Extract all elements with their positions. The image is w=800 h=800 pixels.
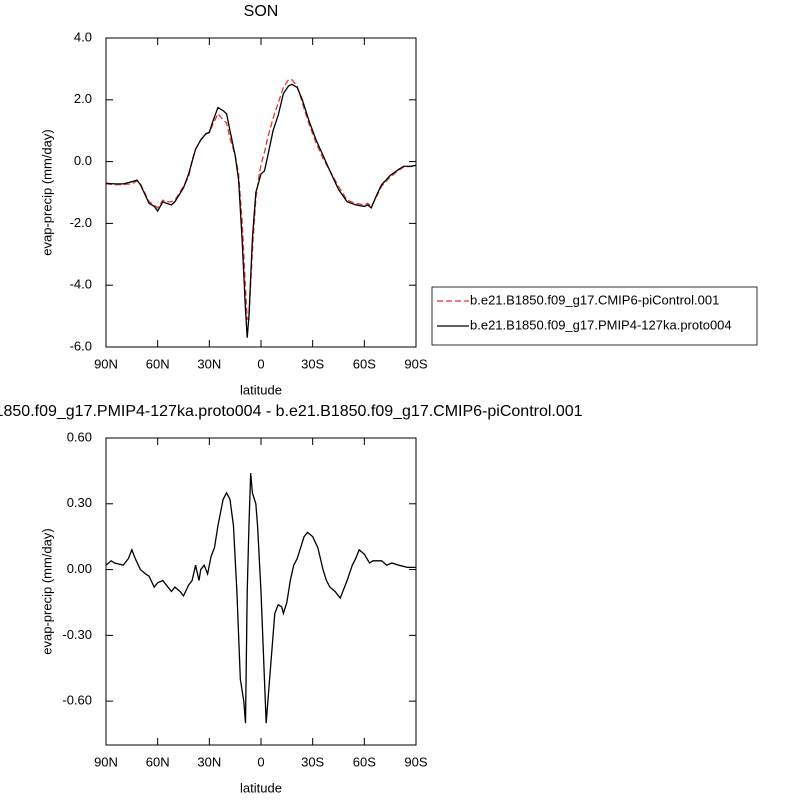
data-line: [105, 83, 417, 338]
x-tick-label: 60S: [353, 754, 376, 769]
x-tick-label: 90S: [404, 754, 427, 769]
y-tick-label: 0.00: [67, 561, 92, 576]
x-tick-label: 30S: [301, 356, 324, 371]
x-tick-label: 60N: [146, 356, 170, 371]
y-tick-label: 2.0: [74, 91, 92, 106]
chart-title: b.e21.B1850.f09_g17.PMIP4-127ka.proto004…: [0, 403, 583, 420]
plot-frame: [105, 37, 417, 348]
legend-box: [431, 286, 758, 346]
y-axis-label: evap-precip (mm/day): [39, 528, 54, 654]
y-axis-label: evap-precip (mm/day): [39, 129, 54, 255]
x-tick-label: 30N: [197, 754, 221, 769]
y-tick-label: -0.60: [62, 693, 92, 708]
legend-label: b.e21.B1850.f09_g17.PMIP4-127ka.proto004: [470, 317, 732, 332]
y-tick-label: -6.0: [70, 338, 92, 353]
legend-label: b.e21.B1850.f09_g17.CMIP6-piControl.001: [470, 292, 719, 307]
y-tick-label: 0.60: [67, 429, 92, 444]
y-tick-label: 0.30: [67, 495, 92, 510]
x-axis-label: latitude: [240, 382, 282, 397]
chart-title: SON: [244, 3, 279, 20]
x-tick-label: 60S: [353, 356, 376, 371]
y-tick-label: 4.0: [74, 29, 92, 44]
x-tick-label: 30N: [197, 356, 221, 371]
x-axis-label: latitude: [240, 780, 282, 795]
x-tick-label: 0: [257, 356, 264, 371]
y-tick-label: -0.30: [62, 627, 92, 642]
y-tick-label: -2.0: [70, 215, 92, 230]
x-tick-label: 30S: [301, 754, 324, 769]
x-tick-label: 60N: [146, 754, 170, 769]
x-tick-label: 90N: [94, 754, 118, 769]
y-tick-label: 0.0: [74, 153, 92, 168]
data-line: [105, 473, 416, 724]
x-tick-label: 0: [257, 754, 264, 769]
x-tick-label: 90S: [404, 356, 427, 371]
plot-frame: [105, 437, 417, 746]
data-line: [105, 79, 417, 320]
x-tick-label: 90N: [94, 356, 118, 371]
y-tick-label: -4.0: [70, 277, 92, 292]
